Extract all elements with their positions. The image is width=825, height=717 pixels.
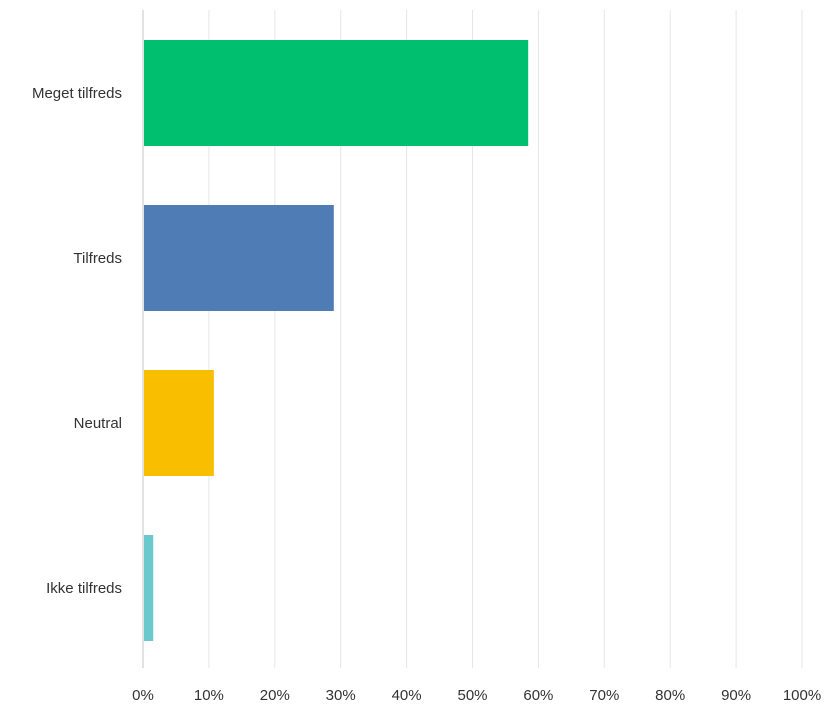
category-label: Ikke tilfreds [46, 580, 122, 597]
x-tick-label: 40% [392, 687, 422, 704]
bar[interactable] [144, 205, 334, 311]
x-tick-label: 60% [523, 687, 553, 704]
category-label: Tilfreds [73, 250, 122, 267]
x-tick-label: 10% [194, 687, 224, 704]
x-tick-label: 100% [783, 687, 821, 704]
category-label: Neutral [74, 415, 122, 432]
x-tick-label: 90% [721, 687, 751, 704]
x-tick-label: 50% [457, 687, 487, 704]
bar[interactable] [144, 370, 214, 476]
x-tick-label: 80% [655, 687, 685, 704]
category-labels: Meget tilfreds Tilfreds Neutral Ikke tilfre… [32, 85, 122, 597]
bars [144, 40, 529, 641]
bar[interactable] [144, 535, 154, 641]
bar[interactable] [144, 40, 529, 146]
x-tick-label: 30% [326, 687, 356, 704]
x-tick-label: 20% [260, 687, 290, 704]
x-tick-label: 70% [589, 687, 619, 704]
x-tick-labels: 0% 10% 20% 30% 40% 50% 60% 70% 80% 90% 100% [132, 687, 821, 704]
category-label: Meget tilfreds [32, 85, 122, 102]
x-tick-label: 0% [132, 687, 154, 704]
